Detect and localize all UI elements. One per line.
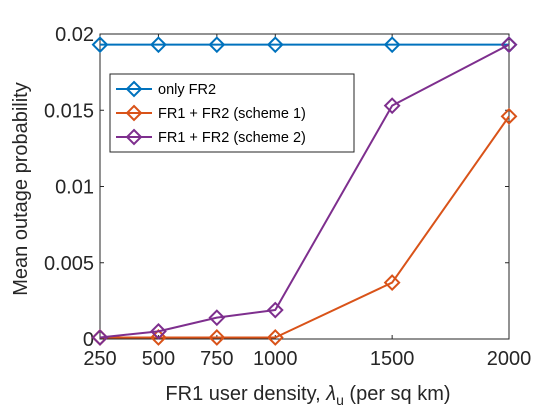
data-point: [208, 36, 226, 54]
data-point: [150, 329, 167, 346]
data-point: [150, 36, 167, 54]
legend-item: FR1 + FR2 (scheme 1): [116, 104, 306, 122]
data-point: [208, 309, 226, 327]
data-point: [383, 97, 401, 115]
x-axis-label-suffix: (per sq km): [344, 383, 451, 405]
legend-label: FR1 + FR2 (scheme 2): [158, 130, 306, 146]
y-tick-label: 0: [83, 329, 94, 351]
legend-item: FR1 + FR2 (scheme 2): [116, 128, 306, 146]
data-point: [266, 329, 284, 346]
x-tick-label: 2000: [487, 348, 532, 370]
legend-marker: [125, 104, 143, 122]
data-point: [500, 36, 518, 54]
x-axis-label-subscript: u: [336, 392, 344, 408]
data-point: [150, 322, 167, 340]
legend-marker: [125, 128, 143, 146]
x-axis-label-symbol: λ: [325, 383, 336, 405]
legend-label: FR1 + FR2 (scheme 1): [158, 106, 306, 122]
series-3: [91, 36, 518, 346]
data-point: [91, 36, 109, 54]
y-tick-label: 0.01: [55, 177, 94, 199]
data-point: [383, 36, 401, 54]
data-point: [91, 329, 109, 346]
y-axis-label: Mean outage probability: [10, 82, 32, 295]
legend: only FR2 FR1 + FR2 (scheme 1) FR1 + FR2 (s…: [109, 73, 355, 153]
data-point: [500, 107, 518, 125]
x-tick-label: 750: [200, 348, 233, 370]
x-tick-label: 1000: [253, 348, 298, 370]
legend-marker: [125, 80, 143, 98]
data-point: [266, 36, 284, 54]
data-point: [383, 274, 401, 291]
x-tick-label: 250: [83, 348, 116, 370]
data-point: [208, 329, 226, 346]
x-axis-label-text: FR1 user density,: [165, 383, 326, 405]
x-axis-label: FR1 user density, λu (per sq km): [165, 383, 450, 408]
legend-label: only FR2: [158, 82, 216, 98]
x-tick-label: 1500: [370, 348, 415, 370]
legend-item: only FR2: [116, 80, 216, 98]
data-point: [266, 301, 284, 319]
x-tick-label: 500: [142, 348, 175, 370]
series-line: [99, 43, 510, 339]
y-tick-label: 0.02: [55, 24, 94, 46]
series-line: [100, 115, 510, 339]
y-tick-label: 0.015: [44, 100, 94, 122]
y-tick-label: 0.005: [44, 253, 94, 275]
series-group: [91, 36, 518, 346]
